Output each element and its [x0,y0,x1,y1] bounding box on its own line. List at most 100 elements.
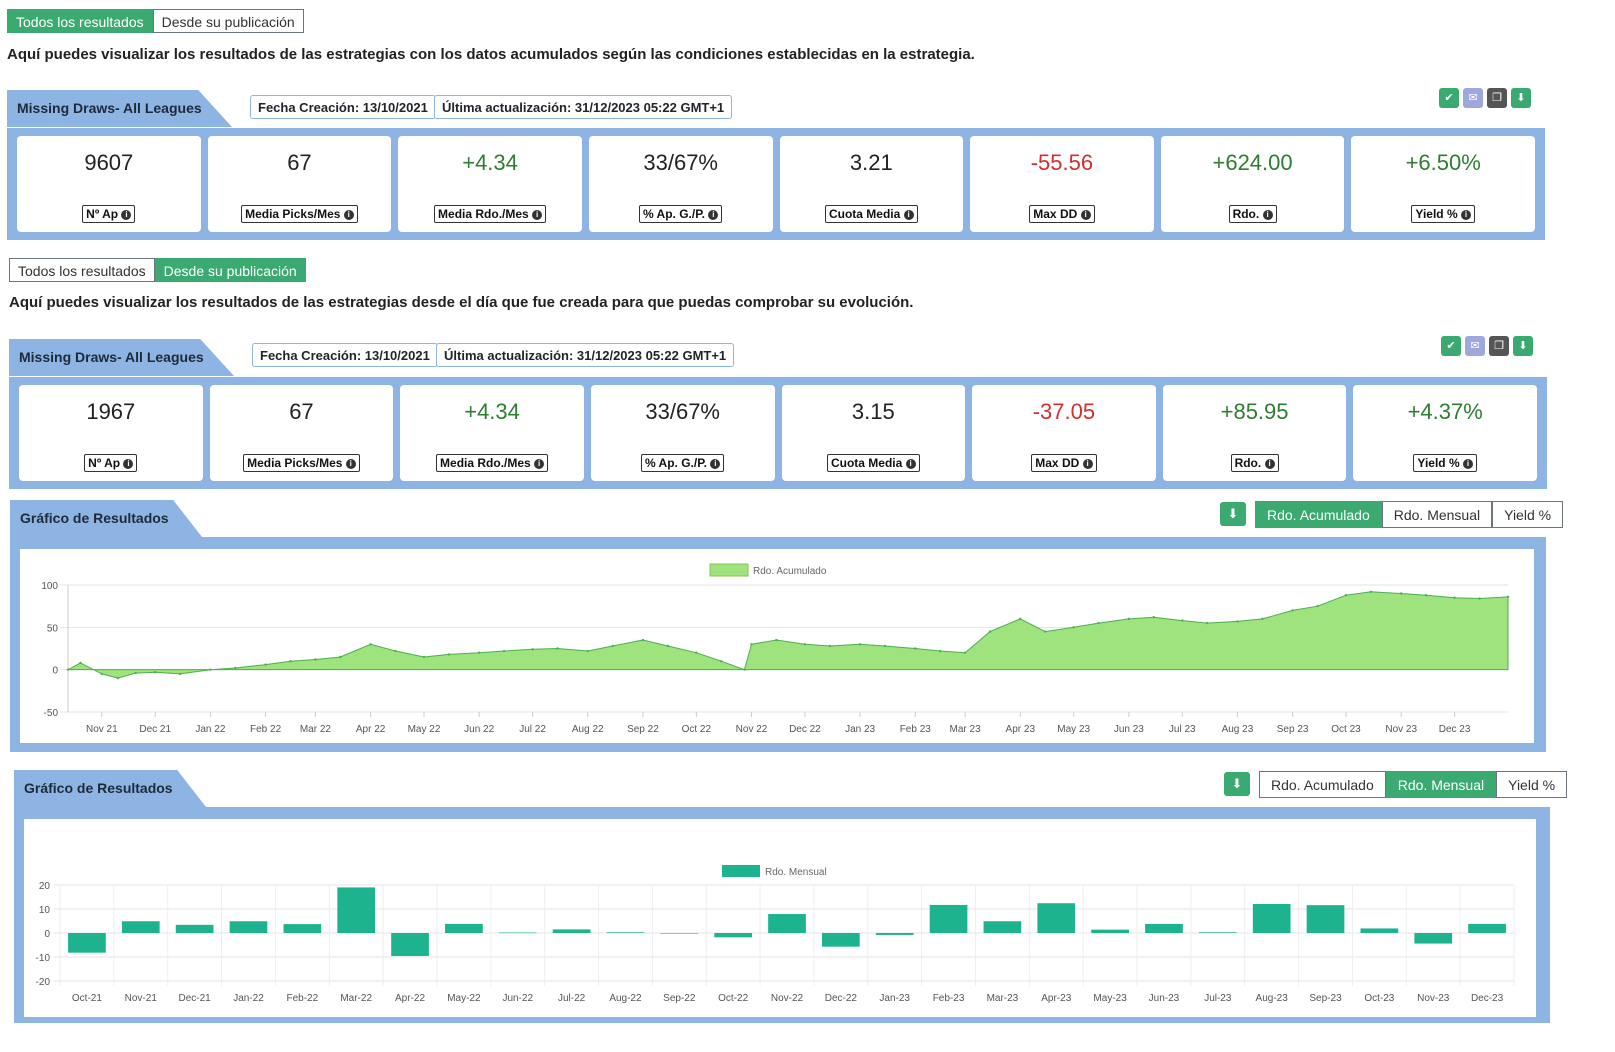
legend-label: Rdo. Mensual [765,867,827,878]
data-point [477,651,481,654]
x-tick-label: Jul-23 [1204,993,1232,1004]
info-icon[interactable]: i [1460,210,1471,220]
info-icon[interactable]: i [343,210,354,220]
x-tick-label: Dec 22 [789,724,821,735]
toggle-rdo-mensual[interactable]: Rdo. Mensual [1381,501,1493,528]
tab-desde-publicacion[interactable]: Desde su publicación [154,258,306,282]
info-icon[interactable]: i [708,210,719,220]
chart1-download-icon[interactable]: ⬇ [1220,502,1246,526]
x-tick-label: Sep-22 [663,993,696,1004]
stat-label[interactable]: Media Picks/Mes i [243,454,360,472]
stat-label-text: Rdo. [1234,456,1265,470]
check-icon[interactable]: ✔ [1441,336,1461,356]
data-point [1424,593,1428,597]
bar [498,932,537,934]
check-icon[interactable]: ✔ [1439,88,1459,108]
stat-label[interactable]: Nº Ap i [84,454,138,472]
x-tick-label: Feb-22 [286,993,318,1004]
y-tick-label: 20 [39,881,51,892]
toggle-yield[interactable]: Yield % [1496,771,1568,798]
stat-label[interactable]: Nº Ap i [82,205,136,223]
stat-label[interactable]: Cuota Media i [826,454,920,472]
x-tick-label: Aug-22 [609,993,642,1004]
email-icon[interactable]: ✉ [1463,88,1483,108]
toggle-yield[interactable]: Yield % [1492,501,1564,528]
bar [121,921,160,933]
stat-label[interactable]: % Ap. G./P. i [641,454,725,472]
info-icon[interactable]: i [532,210,543,220]
stat-value: +85.95 [1220,399,1289,424]
info-icon[interactable]: i [345,459,356,469]
chart2-download-icon[interactable]: ⬇ [1224,772,1250,796]
tab-todos-resultados[interactable]: Todos los resultados [9,258,155,282]
x-tick-label: May 22 [408,724,441,735]
stat-label[interactable]: Media Picks/Mes i [241,205,358,223]
stat-label[interactable]: Media Rdo./Mes i [434,205,547,223]
info-icon[interactable]: i [710,459,721,469]
toggle-rdo-acumulado[interactable]: Rdo. Acumulado [1259,771,1386,798]
stat-label[interactable]: Rdo. i [1230,454,1279,472]
x-tick-label: Mar-23 [987,993,1019,1004]
data-point [743,668,746,671]
data-point [1400,592,1403,595]
stat-card: +4.34 Media Rdo./Mes i [400,385,584,481]
info-icon[interactable]: i [1262,210,1273,220]
x-tick-label: Jul 23 [1169,724,1196,735]
stat-label[interactable]: Cuota Media i [824,205,918,223]
stat-label[interactable]: Max DD i [1031,454,1097,472]
data-point [1044,630,1047,633]
toggle-rdo-mensual[interactable]: Rdo. Mensual [1385,771,1497,798]
info-icon[interactable]: i [905,459,916,469]
x-tick-label: Aug 23 [1222,724,1254,735]
download-icon[interactable]: ⬇ [1511,88,1531,108]
info-icon[interactable]: i [1264,459,1275,469]
copy-icon[interactable]: ❐ [1489,336,1509,356]
x-tick-label: Apr-22 [395,993,425,1004]
info-icon[interactable]: i [123,459,134,469]
data-point [1478,597,1481,600]
stat-card: -37.05 Max DD i [972,385,1156,481]
bar [660,933,699,934]
data-point [422,655,426,659]
data-point [1291,609,1294,612]
toggle-rdo-acumulado[interactable]: Rdo. Acumulado [1255,501,1382,528]
x-tick-label: Mar 22 [300,724,332,735]
stat-label[interactable]: Media Rdo./Mes i [436,454,549,472]
info-icon[interactable]: i [534,459,545,469]
section1-tabs: Todos los resultados Desde su publicació… [7,9,304,33]
stat-label[interactable]: Yield % i [1413,454,1477,472]
info-icon[interactable]: i [121,210,132,220]
info-icon[interactable]: i [1462,459,1473,469]
stat-label[interactable]: % Ap. G./P. i [639,205,723,223]
tab-todos-resultados[interactable]: Todos los resultados [7,9,153,33]
stat-label[interactable]: Max DD i [1029,205,1095,223]
chart2-heading: Gráfico de Resultados [14,770,206,807]
data-point [116,676,120,680]
info-icon[interactable]: i [903,210,914,220]
stat-label[interactable]: Yield % i [1411,205,1475,223]
chart2-toggle: Rdo. Acumulado Rdo. Mensual Yield % [1259,771,1568,798]
x-tick-label: Oct-21 [72,993,102,1004]
copy-icon[interactable]: ❐ [1487,88,1507,108]
data-point [502,649,506,653]
section2-actions: ✔ ✉ ❐ ⬇ [1441,336,1533,356]
data-point [1261,617,1264,621]
email-icon[interactable]: ✉ [1465,336,1485,356]
bar [1252,903,1291,933]
info-icon[interactable]: i [1080,210,1091,220]
stat-label-text: Media Rdo./Mes [440,456,535,470]
stat-label[interactable]: Rdo. i [1228,205,1277,223]
download-icon[interactable]: ⬇ [1513,336,1533,356]
bar [875,933,914,935]
data-point [720,660,723,663]
x-tick-label: Apr 22 [356,724,386,735]
data-point [1453,596,1456,599]
x-tick-label: Mar 23 [950,724,982,735]
bar [1360,928,1399,933]
tab-desde-publicacion[interactable]: Desde su publicación [152,9,304,33]
data-point [1181,619,1184,622]
x-tick-label: Apr-23 [1041,993,1071,1004]
info-icon[interactable]: i [1082,459,1093,469]
bar [1145,923,1183,933]
x-tick-label: Jan-23 [879,993,910,1004]
